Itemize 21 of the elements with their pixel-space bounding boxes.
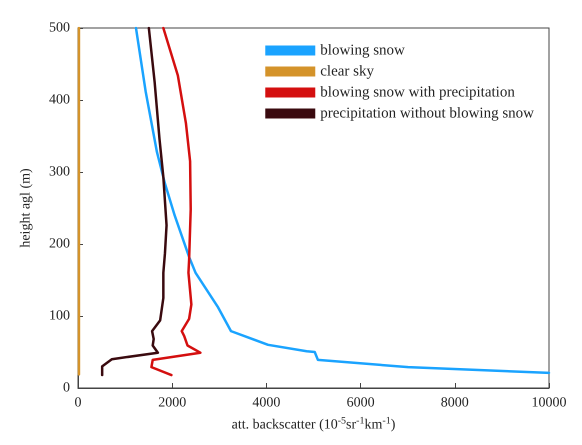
y-tick-label: 400: [49, 92, 70, 108]
y-tick-label: 100: [49, 308, 70, 324]
legend-label: blowing snow with precipitation: [320, 84, 516, 100]
line-series: [78, 26, 80, 376]
y-axis-title: height agl (m): [18, 168, 34, 248]
legend-label: blowing snow: [320, 42, 406, 58]
x-tick-label: 4000: [252, 396, 280, 410]
legend-label: clear sky: [320, 64, 374, 80]
x-tick-label: 2000: [158, 396, 186, 410]
y-tick-label: 500: [49, 20, 70, 36]
y-tick-label: 200: [49, 236, 70, 252]
legend-label: precipitation without blowing snow: [320, 106, 534, 122]
line-series: [150, 26, 202, 376]
y-tick-label: 300: [49, 164, 70, 180]
x-tick-label: 0: [74, 396, 82, 410]
line-series: [100, 26, 168, 376]
x-tick-label: 10000: [532, 396, 566, 410]
y-tick-label: 0: [63, 380, 70, 396]
x-tick-label: 8000: [440, 396, 469, 410]
line-series: [134, 26, 550, 374]
x-tick-label: 6000: [346, 396, 375, 410]
